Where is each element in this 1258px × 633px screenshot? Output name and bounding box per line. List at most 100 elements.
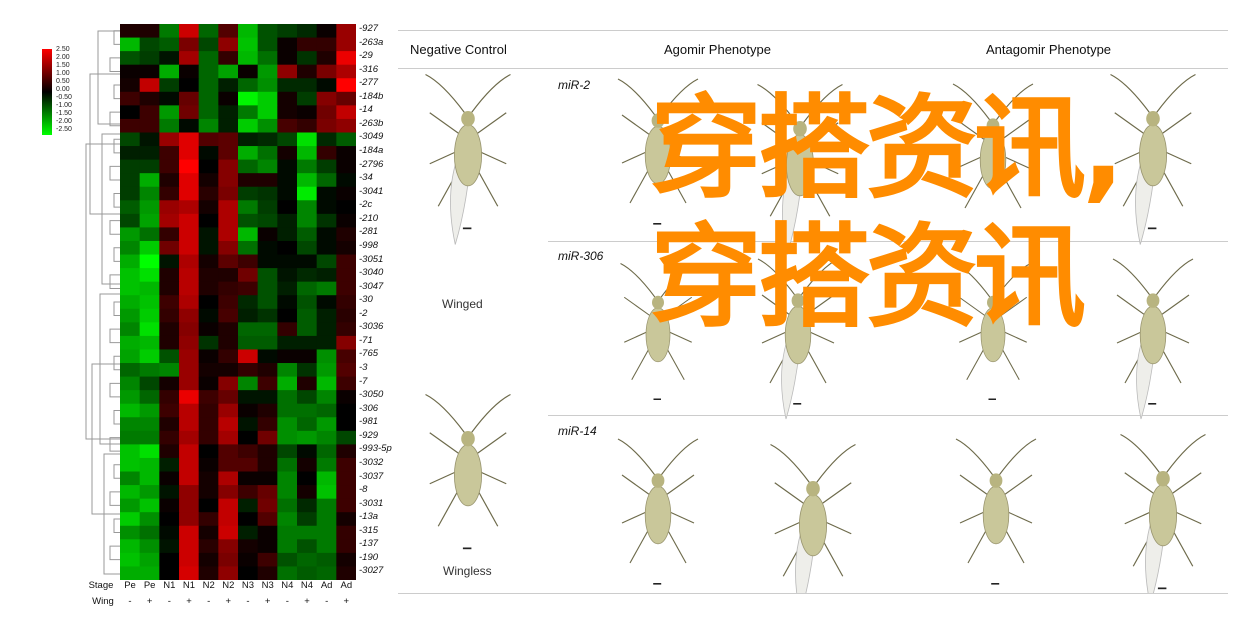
heatmap-cell (159, 363, 180, 378)
heatmap-cell (218, 105, 239, 120)
heatmap-cell (179, 566, 200, 580)
heatmap-cell (257, 227, 278, 242)
heatmap-cell (238, 295, 259, 310)
heatmap-cell (297, 51, 318, 66)
heatmap-cell (179, 78, 200, 93)
heatmap-cell (139, 91, 160, 106)
heatmap-cell (277, 417, 298, 432)
heatmap-cell (139, 295, 160, 310)
heatmap-cell (179, 281, 200, 296)
heatmap-cell (218, 64, 239, 79)
heatmap-cell (120, 173, 141, 188)
dendrogram-branch (109, 57, 120, 72)
heatmap-cell (316, 485, 337, 500)
row-label: -2 (359, 307, 368, 319)
heatmap-cell (179, 390, 200, 405)
row-label: -3032 (359, 456, 384, 468)
heatmap-cell (297, 118, 318, 133)
heatmap-cell (198, 322, 219, 337)
heatmap-cell (277, 268, 298, 283)
heatmap-cell (297, 417, 318, 432)
row-label: -281 (359, 226, 379, 238)
heatmap-cell (179, 417, 200, 432)
heatmap-cell (198, 118, 219, 133)
stage-column-label: Ad (320, 580, 333, 591)
stage-label: Stage (88, 580, 114, 591)
heatmap-cell (238, 539, 259, 554)
heatmap-cell (277, 91, 298, 106)
heatmap-cell (238, 213, 259, 228)
heatmap-cell (159, 457, 180, 473)
heatmap-cell (316, 349, 337, 364)
heatmap-cell (198, 485, 219, 500)
heatmap-cell (238, 132, 259, 147)
heatmap-cell (120, 471, 141, 486)
scale-tick: 0.50 (56, 78, 70, 85)
heatmap-cell (336, 118, 356, 133)
heatmap-cell (120, 498, 141, 513)
heatmap-cell (179, 512, 200, 527)
heatmap-cell (297, 376, 318, 391)
heatmap-cell (179, 525, 200, 540)
heatmap-cell (139, 498, 160, 513)
heatmap-cell (120, 430, 141, 445)
heatmap-cell (336, 444, 356, 459)
heatmap-cell (277, 146, 298, 161)
heatmap-cell (238, 525, 259, 540)
heatmap-cell (238, 159, 259, 174)
stage-column-label: N3 (261, 580, 274, 591)
heatmap-cell (120, 552, 141, 567)
heatmap-cell (297, 471, 318, 486)
heatmap-cell (277, 105, 298, 120)
heatmap-cell (297, 281, 318, 296)
heatmap-cell (297, 363, 318, 378)
heatmap-cell (257, 268, 278, 283)
aphid-image (1120, 433, 1206, 593)
heatmap-cell (238, 485, 259, 500)
heatmap-cell (218, 512, 239, 527)
heatmap-cell (159, 471, 180, 486)
heatmap-cell (297, 78, 318, 93)
heatmap-cell (297, 295, 318, 310)
aphid-image (617, 78, 699, 225)
stage-column-label: Ad (340, 580, 353, 591)
heatmap-cell (257, 512, 278, 527)
heatmap-cell (198, 159, 219, 174)
heatmap-cell (198, 254, 219, 269)
heatmap-cell (297, 24, 318, 39)
heatmap-cell (257, 78, 278, 93)
header-negative-control: Negative Control (410, 42, 507, 57)
heatmap-cell (120, 240, 141, 256)
heatmap-cell (257, 349, 278, 364)
heatmap-cell (218, 444, 239, 459)
heatmap-cell (336, 200, 356, 215)
heatmap-cell (297, 186, 318, 201)
scale-tick: 1.50 (56, 62, 70, 69)
heatmap-cell (316, 471, 337, 486)
heatmap-cell (297, 539, 318, 554)
heatmap-cell (257, 200, 278, 215)
heatmap-cell (139, 227, 160, 242)
wing-column-label: + (264, 596, 271, 607)
heatmap-cell (336, 566, 356, 580)
heatmap-cell (198, 268, 219, 283)
heatmap-cell (139, 64, 160, 79)
heatmap-cell (139, 78, 160, 93)
heatmap-cell (297, 525, 318, 540)
heatmap-cell (297, 240, 318, 256)
wingless-label: Wingless (443, 564, 492, 578)
heatmap-cell (277, 430, 298, 445)
heatmap-cell (159, 91, 180, 106)
heatmap-cell (198, 37, 219, 52)
aphid-image (425, 393, 511, 550)
stage-column-label: N2 (202, 580, 215, 591)
heatmap-cell (277, 118, 298, 133)
heatmap-cell (316, 105, 337, 120)
heatmap-cell (257, 118, 278, 133)
heatmap-cell (238, 254, 259, 269)
heatmap-cell (257, 213, 278, 228)
heatmap-cell (139, 512, 160, 527)
heatmap-cell (218, 498, 239, 513)
heatmap-cell (120, 485, 141, 500)
heatmap-cell (139, 51, 160, 66)
